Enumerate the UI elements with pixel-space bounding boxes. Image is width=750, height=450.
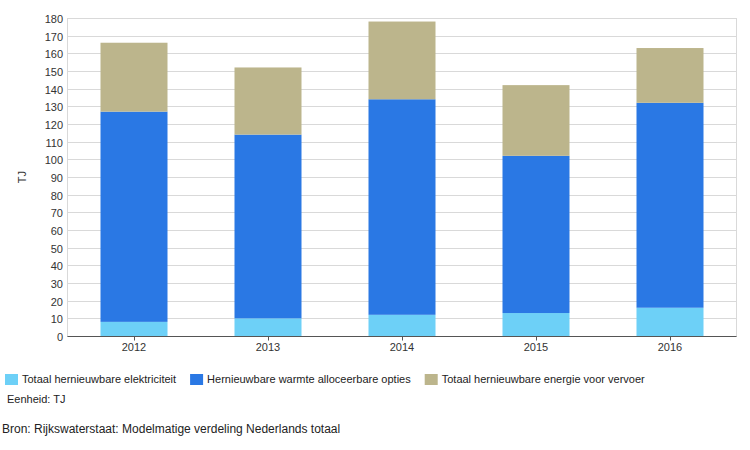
legend-swatch [190,374,203,385]
y-tick-label: 80 [51,190,63,202]
legend-label: Totaal hernieuwbare energie voor vervoer [442,373,645,385]
chart: 0 10 20 30 40 50 60 70 80 90 100 110 120 130 140 150 160… [0,0,750,450]
y-tick-label: 170 [45,31,63,43]
annotation: Eenheid: TJ [7,393,66,405]
y-tick-label: 90 [51,172,63,184]
annotation: Bron: Rijkswaterstaat: Modelmatige verde… [2,422,340,436]
legend-label: Totaal hernieuwbare elektriciteit [22,373,176,385]
y-tick-label: 40 [51,260,63,272]
bar-segment [101,322,168,336]
bar-segment [235,135,302,319]
bar-segment [503,156,570,313]
grid-line [67,18,737,19]
bar-segment [637,103,704,308]
legend-swatch [5,374,18,385]
y-axis [67,18,68,337]
legend-label: Hernieuwbare warmte alloceerbare opties [207,373,411,385]
x-tick-label: 2014 [390,341,414,353]
plot-edge [736,18,737,337]
x-tick [402,337,403,341]
y-axis-label: TJ [16,171,28,183]
legend: Totaal hernieuwbare elektriciteit Hernieu… [5,373,645,385]
y-tick-label: 20 [51,296,63,308]
bar-segment [503,313,570,336]
y-tick-label: 10 [51,313,63,325]
y-tick-label: 140 [45,84,63,96]
y-tick-label: 100 [45,154,63,166]
bar-segment [369,22,436,100]
bar-segment [369,315,436,336]
bars [101,22,704,336]
x-tick [268,337,269,341]
x-tick [536,337,537,341]
y-tick-label: 50 [51,243,63,255]
x-tick [670,337,671,341]
y-tick-label: 110 [45,137,63,149]
y-tick-label: 160 [45,48,63,60]
x-tick-label: 2016 [658,341,682,353]
y-tick-label: 180 [45,13,63,25]
y-tick-label: 60 [51,225,63,237]
x-tick-label: 2012 [122,341,146,353]
y-tick-label: 30 [51,278,63,290]
bar-segment [101,112,168,322]
bar-segment [369,99,436,315]
bar-segment [637,48,704,103]
bar-segment [235,318,302,336]
grid [67,19,737,337]
y-tick-label: 130 [45,101,63,113]
bar-segment [235,67,302,134]
bar-segment [503,85,570,156]
bar-segment [101,43,168,112]
y-tick-label: 150 [45,66,63,78]
y-tick-label: 70 [51,207,63,219]
x-tick [134,337,135,341]
legend-swatch [425,374,438,385]
bar-segment [637,308,704,336]
x-tick-label: 2015 [524,341,548,353]
y-tick-label: 120 [45,119,63,131]
x-tick-label: 2013 [256,341,280,353]
y-tick-label: 0 [57,331,63,343]
